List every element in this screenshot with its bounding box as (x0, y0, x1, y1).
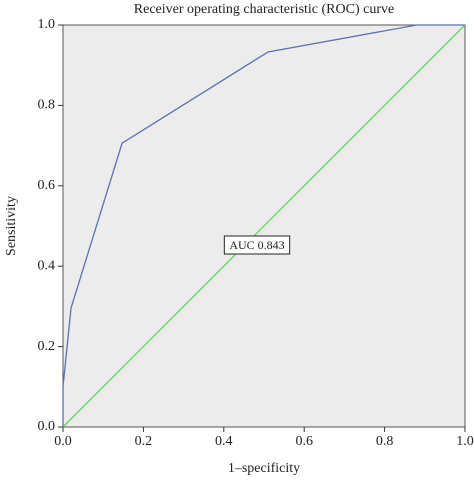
x-tick-label: 0.8 (376, 434, 394, 449)
y-tick-label: 0.0 (38, 419, 56, 434)
x-tick-label: 0.6 (295, 434, 313, 449)
line-series (62, 24, 466, 428)
x-axis-label: 1–specificity (228, 461, 300, 476)
y-tick-label: 0.4 (38, 258, 56, 273)
x-tick-label: 0.2 (135, 434, 153, 449)
line-series (62, 24, 465, 427)
annotation-box (223, 235, 291, 255)
x-tick-label: 1.0 (456, 434, 474, 449)
x-tick-label: 0.4 (215, 434, 233, 449)
annotation-text: AUC 0.843 (229, 238, 284, 252)
y-tick-label: 0.2 (38, 339, 56, 354)
annotation: AUC 0.843 (223, 235, 291, 255)
y-tick-label: 0.6 (38, 178, 56, 193)
y-tick-label: 0.8 (38, 98, 56, 113)
y-axis-label: Sensitivity (4, 196, 19, 256)
x-tick-label: 0.0 (54, 434, 72, 449)
chart-title: Receiver operating characteristic (ROC) … (134, 2, 394, 17)
y-tick-label: 1.0 (38, 17, 56, 32)
